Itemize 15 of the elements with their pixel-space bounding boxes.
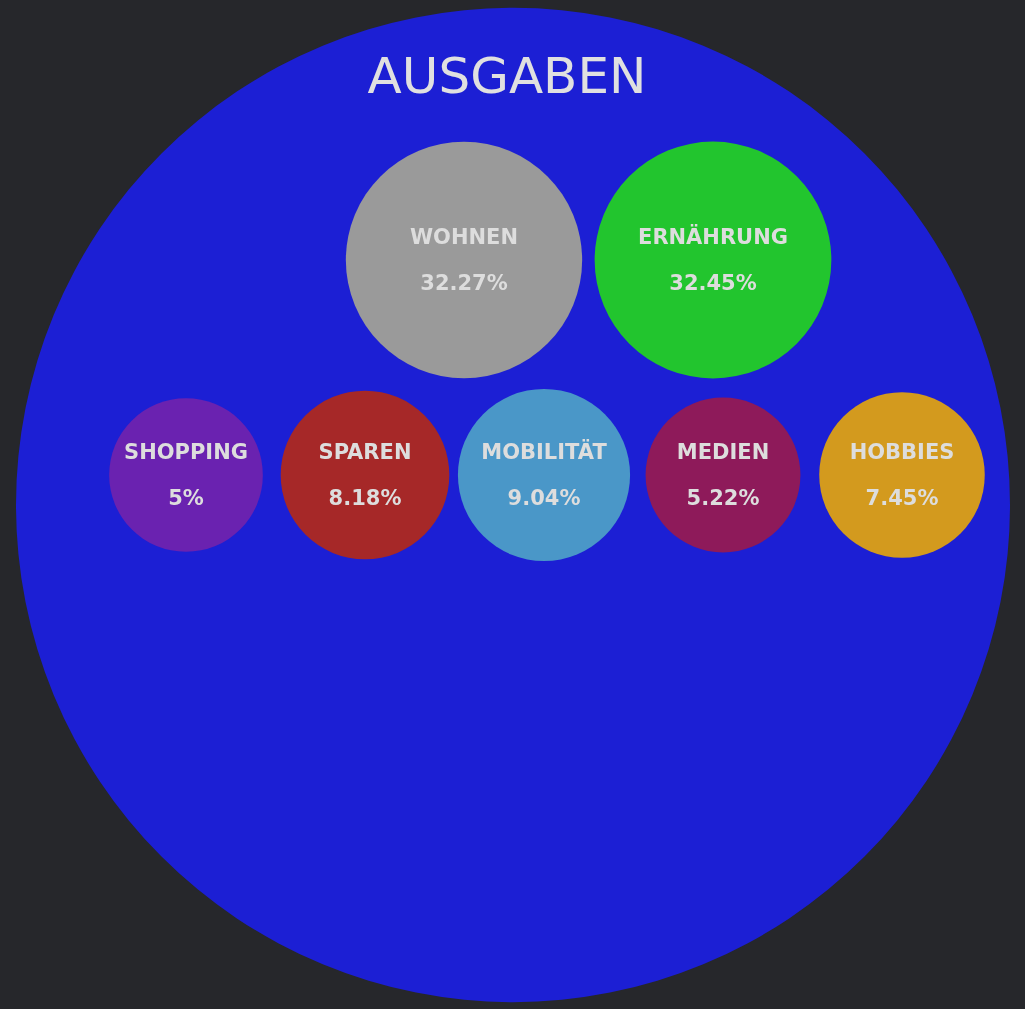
category-label: HOBBIES: [849, 440, 955, 464]
data-label: 32.45%: [669, 271, 757, 295]
category-label: WOHNEN: [409, 225, 519, 249]
category-label: SHOPPING: [124, 440, 248, 464]
category-label: ERNÄHRUNG: [638, 224, 788, 249]
data-label: 5%: [168, 486, 204, 510]
data-label: 8.18%: [328, 486, 402, 510]
data-label: 7.45%: [865, 486, 939, 510]
category-label: MEDIEN: [676, 440, 770, 464]
text: AUSGABEN: [367, 47, 647, 105]
data-label: 5.22%: [686, 486, 760, 510]
data-label: 9.04%: [507, 486, 581, 510]
category-label: MOBILITÄT: [481, 439, 608, 464]
category-label: SPAREN: [318, 440, 412, 464]
data-label: 32.27%: [420, 271, 508, 295]
